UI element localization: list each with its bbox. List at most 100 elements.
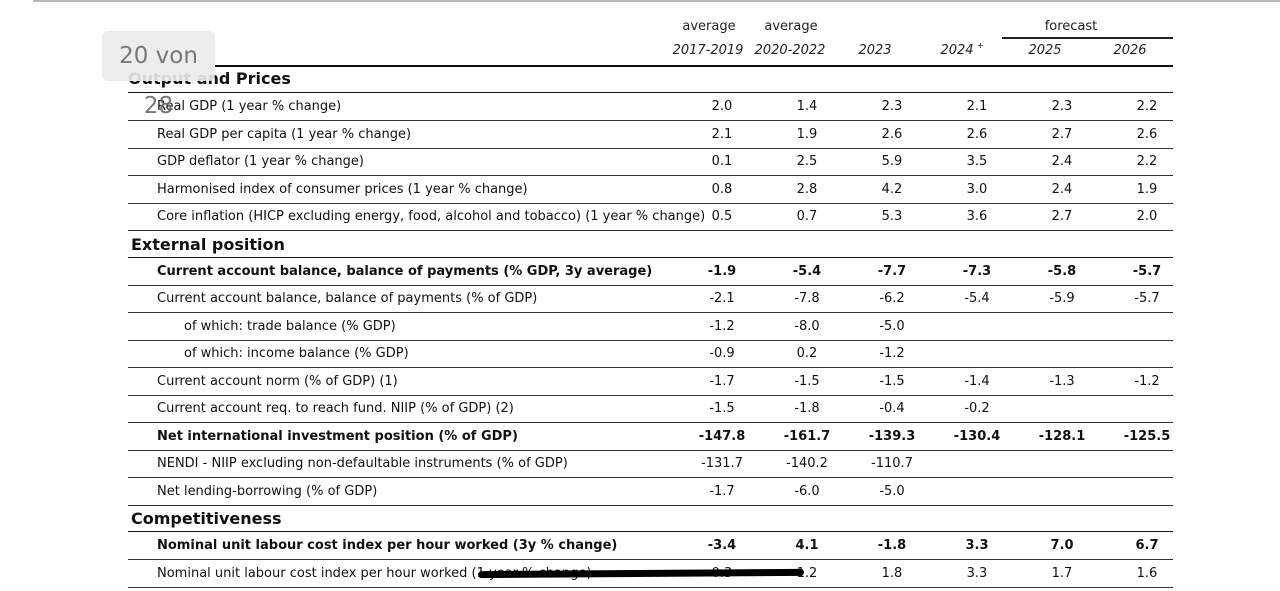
- cell-value: -1.4: [964, 373, 990, 389]
- cell-value: -5.4: [964, 291, 990, 306]
- table-row: Current account balance, balance of paym…: [128, 285, 1173, 313]
- cell-value: 0.8: [711, 181, 733, 197]
- row-label: Net international investment position (%…: [157, 428, 518, 444]
- cell-value: -7.8: [794, 291, 820, 306]
- table-row: Real GDP per capita (1 year % change) 2.1…: [128, 121, 1173, 149]
- row-label: Current account req. to reach fund. NIIP…: [157, 401, 514, 416]
- cell-value: -110.7: [871, 456, 913, 471]
- cell-value: -1.3: [1049, 373, 1075, 389]
- row-label: Current account balance, balance of paym…: [157, 291, 538, 306]
- cell-value: 2.6: [881, 126, 903, 142]
- cell-value: 4.2: [881, 181, 903, 197]
- row-label: of which: trade balance (% GDP): [184, 318, 396, 334]
- header-year-4-superscript: +: [977, 41, 984, 50]
- cell-value: 7.0: [1050, 538, 1074, 553]
- cell-value: -6.2: [879, 291, 905, 306]
- cell-value: -6.0: [794, 483, 820, 499]
- cell-value: 3.0: [966, 181, 988, 197]
- forecast-underline: [1002, 37, 1173, 39]
- cell-value: 1.9: [1136, 181, 1158, 197]
- cell-value: 1.7: [1051, 565, 1073, 581]
- cell-value: 2.2: [1136, 99, 1158, 114]
- section-title: External position: [131, 234, 285, 254]
- cell-value: 5.9: [881, 154, 903, 169]
- cell-value: 3.6: [966, 209, 988, 224]
- cell-value: 2.3: [881, 99, 903, 114]
- cell-value: -161.7: [783, 428, 831, 444]
- cell-value: 0.5: [711, 209, 733, 224]
- cell-value: -5.0: [879, 318, 905, 334]
- cell-value: 2.6: [966, 126, 988, 142]
- cell-value: -1.8: [877, 538, 907, 553]
- cell-value: 0.2: [796, 346, 818, 361]
- cell-value: -3.4: [707, 538, 737, 553]
- cell-value: 2.7: [1051, 126, 1073, 142]
- header-rule: [215, 65, 1173, 67]
- table-row: Net lending-borrowing (% of GDP) -1.7 -6.0…: [128, 478, 1173, 506]
- cell-value: 1.4: [796, 99, 818, 114]
- cell-value: -1.7: [709, 373, 735, 389]
- cell-value: 2.7: [1051, 209, 1073, 224]
- table-row: Current account norm (% of GDP) (1) -1.7 -…: [128, 368, 1173, 396]
- cell-value: -5.7: [1132, 263, 1162, 279]
- cell-value: -8.0: [794, 318, 820, 334]
- row-label: Net lending-borrowing (% of GDP): [157, 483, 378, 499]
- cell-value: -5.9: [1049, 291, 1075, 306]
- cell-value: 3.3: [966, 565, 988, 581]
- cell-value: 2.5: [796, 154, 818, 169]
- header-year-5: 2025: [1028, 43, 1062, 58]
- cell-value: -0.9: [709, 346, 735, 361]
- cell-value: 2.4: [1051, 154, 1073, 169]
- cell-value: -147.8: [698, 428, 746, 444]
- table-row: of which: income balance (% GDP) -0.9 0.2 -…: [128, 340, 1173, 368]
- row-label: Nominal unit labour cost index per hour …: [157, 538, 618, 553]
- cell-value: -140.2: [786, 456, 828, 471]
- cell-value: -5.7: [1134, 291, 1160, 306]
- cell-value: 2.8: [796, 181, 818, 197]
- table-row: Real GDP (1 year % change) 2.0 1.4 2.3 2.1 2.…: [128, 93, 1173, 121]
- cell-value: -5.4: [792, 263, 822, 279]
- section-title: Competitiveness: [131, 509, 282, 528]
- cell-value: 2.0: [711, 99, 733, 114]
- cell-value: 2.0: [1136, 209, 1158, 224]
- cell-value: -1.8: [794, 401, 820, 416]
- row-label: Real GDP (1 year % change): [157, 99, 342, 114]
- header-average-1: average: [682, 19, 736, 34]
- cell-value: -1.5: [794, 373, 820, 389]
- header-average-2: average: [764, 19, 818, 34]
- cell-value: 5.3: [881, 209, 903, 224]
- cell-value: 1.8: [881, 565, 903, 581]
- table-row: Current account balance, balance of paym…: [128, 258, 1173, 286]
- table-row: GDP deflator (1 year % change) 0.1 2.5 5.9 3…: [128, 148, 1173, 176]
- cell-value: 2.1: [711, 126, 733, 142]
- cell-value: 2.3: [1051, 99, 1073, 114]
- table-row: Core inflation (HICP excluding energy, f…: [128, 203, 1173, 231]
- header-year-4: 2024: [940, 43, 974, 58]
- table-row: Net international investment position (%…: [128, 423, 1173, 451]
- cell-value: -130.4: [953, 428, 1001, 444]
- cell-value: -1.9: [707, 263, 737, 279]
- cell-value: 2.1: [966, 99, 988, 114]
- cell-value: -131.7: [701, 456, 743, 471]
- table-row: NENDI - NIIP excluding non-defaultable i…: [128, 450, 1173, 478]
- header-year-1: 2017-2019: [672, 43, 744, 58]
- section-external-position: External position: [128, 231, 1173, 258]
- row-label: Real GDP per capita (1 year % change): [157, 126, 412, 142]
- cell-value: -5.0: [879, 483, 905, 499]
- header-year-6: 2026: [1113, 43, 1147, 58]
- top-border: [33, 0, 1280, 2]
- cell-value: 4.1: [795, 538, 819, 553]
- row-label: Core inflation (HICP excluding energy, f…: [157, 209, 706, 224]
- page-indicator[interactable]: 20 von 28: [102, 31, 215, 119]
- cell-value: -139.3: [868, 428, 916, 444]
- cell-value: 2.4: [1051, 181, 1073, 197]
- row-label: of which: income balance (% GDP): [184, 346, 409, 361]
- header-year-2: 2020-2022: [754, 43, 826, 58]
- table-row: Harmonised index of consumer prices (1 y…: [128, 176, 1173, 204]
- section-output-prices: Output and Prices: [128, 66, 1173, 93]
- cell-value: -5.8: [1047, 263, 1077, 279]
- cell-value: -0.2: [964, 401, 990, 416]
- cell-value: 6.7: [1135, 538, 1159, 553]
- cell-value: -128.1: [1038, 428, 1086, 444]
- cell-value: -1.5: [879, 373, 905, 389]
